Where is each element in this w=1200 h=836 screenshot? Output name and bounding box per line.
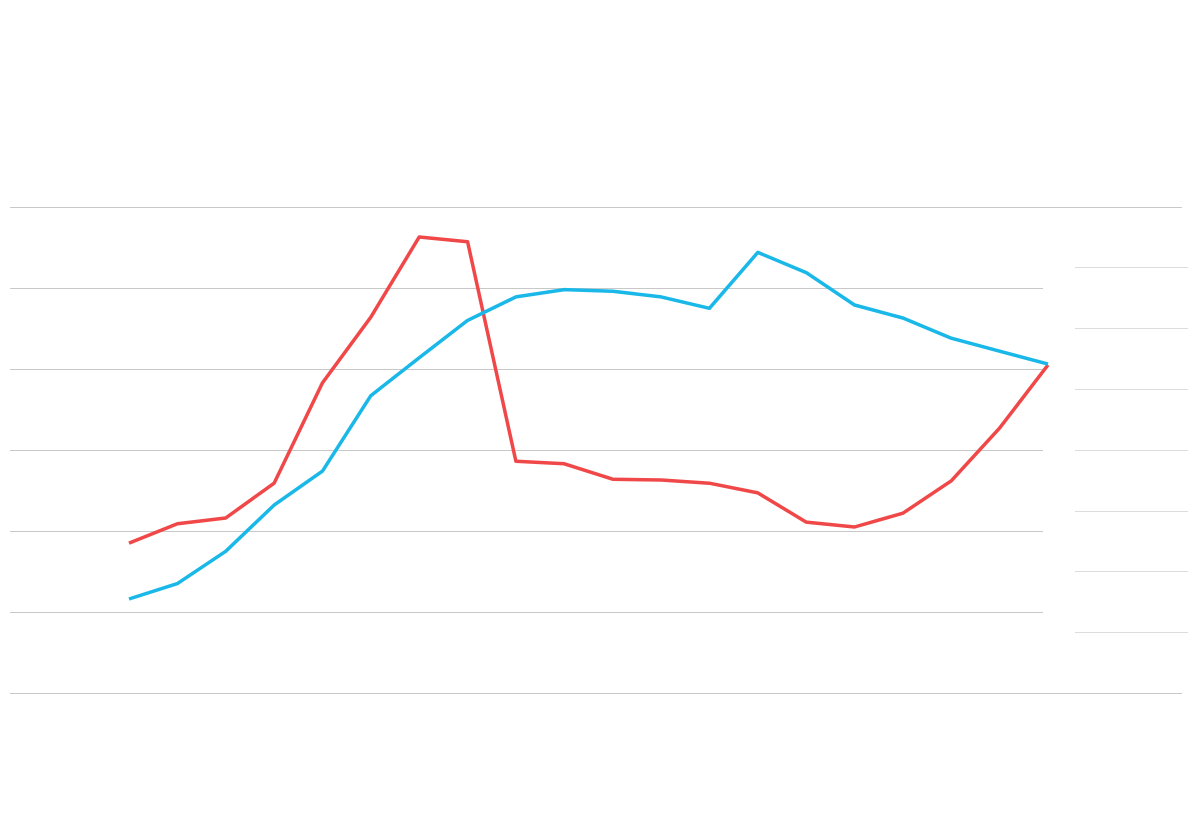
series-line	[128, 250, 1049, 601]
side-decoration	[1075, 267, 1188, 633]
series-line	[128, 235, 1050, 545]
